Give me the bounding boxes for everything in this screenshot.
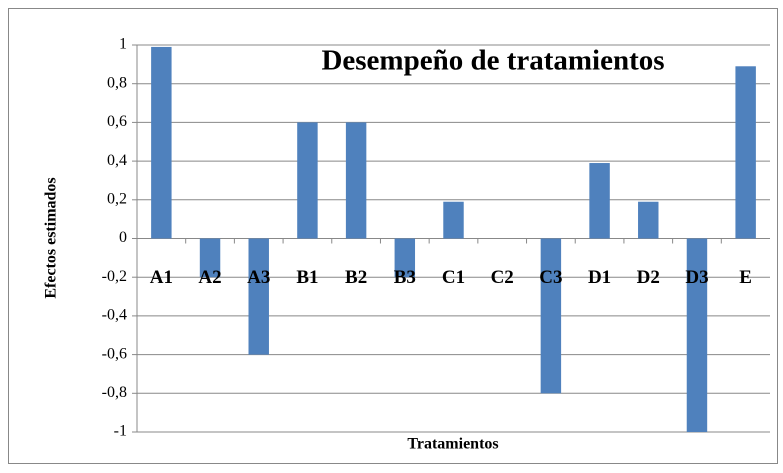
- chart-title: Desempeño de tratamientos: [321, 45, 664, 77]
- y-tick-label: 0,8: [107, 74, 127, 91]
- x-tick-label: C1: [442, 267, 465, 288]
- y-tick-label: -0,8: [102, 384, 127, 401]
- y-tick-label: 1: [119, 36, 127, 53]
- bar: [151, 46, 172, 239]
- bar: [443, 201, 464, 239]
- bar: [297, 122, 318, 239]
- bar: [540, 238, 562, 394]
- y-tick-label: 0,6: [107, 113, 127, 130]
- x-tick-label: B3: [394, 267, 416, 288]
- x-tick-label: C3: [539, 267, 562, 288]
- y-tick-label: -1: [114, 423, 127, 440]
- x-tick-label: D2: [637, 267, 660, 288]
- y-axis-label: Efectos estimados: [43, 177, 60, 298]
- bar: [345, 122, 367, 239]
- y-tick-label: -0,2: [102, 268, 127, 285]
- bar: [735, 66, 756, 239]
- bar: [394, 238, 416, 278]
- bar: [589, 163, 610, 239]
- x-tick-label: A2: [198, 267, 221, 288]
- x-tick-label: D1: [588, 267, 611, 288]
- x-tick-label: A3: [247, 267, 270, 288]
- bar: [199, 238, 221, 278]
- x-tick-label: A1: [150, 267, 173, 288]
- bar: [686, 238, 708, 432]
- x-axis-label: Tratamientos: [407, 436, 498, 453]
- bar: [248, 238, 269, 355]
- bar: [638, 201, 659, 239]
- x-tick-label: B2: [345, 267, 367, 288]
- y-tick-label: -0,4: [102, 307, 127, 324]
- y-tick-label: 0,2: [107, 190, 127, 207]
- x-tick-label: B1: [296, 267, 318, 288]
- x-tick-label: C2: [491, 267, 514, 288]
- x-tick-label: D3: [685, 267, 708, 288]
- y-tick-label: 0: [119, 229, 127, 246]
- y-tick-label: 0,4: [107, 152, 127, 169]
- x-tick-label: E: [739, 267, 752, 288]
- y-tick-label: -0,6: [102, 345, 127, 362]
